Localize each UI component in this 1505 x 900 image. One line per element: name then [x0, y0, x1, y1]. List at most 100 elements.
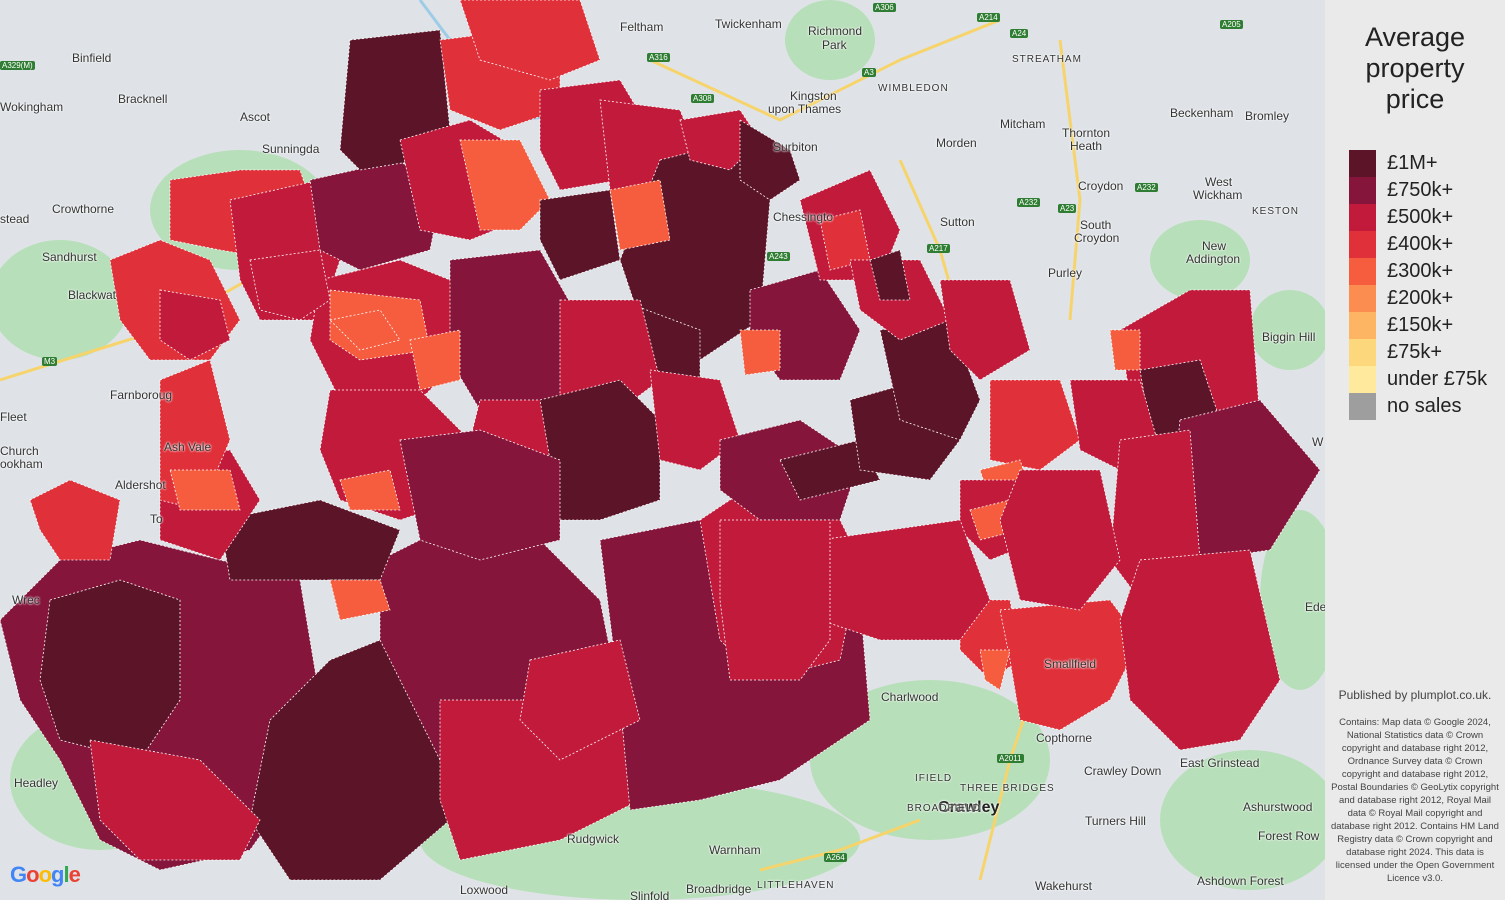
google-logo-letter: o: [26, 862, 39, 887]
legend-swatch: [1349, 204, 1376, 231]
place-wakehurst: Wakehurst: [1035, 879, 1092, 893]
place-blackwater: Blackwat: [68, 288, 117, 302]
region-west-edge: [29, 479, 121, 561]
place-west-wickham-2: Wickham: [1193, 188, 1243, 202]
google-logo-letter: g: [51, 862, 64, 887]
legend-label: £75k+: [1387, 341, 1443, 363]
region-claygate: [739, 119, 801, 201]
place-wrecclesham: Wrec: [12, 593, 40, 607]
region-leatherhead: [649, 369, 741, 471]
region-south-west-c: [89, 739, 261, 861]
legend-swatch: [1349, 285, 1376, 312]
place-rudgwick: Rudgwick: [567, 832, 620, 846]
place-ash-vale: Ash Vale: [164, 440, 212, 454]
place-bromley: Bromley: [1245, 109, 1290, 123]
map-svg: [0, 0, 1325, 900]
legend-swatch: [1349, 366, 1376, 393]
region-hersham: [609, 179, 671, 251]
road-a243: A243: [767, 252, 790, 261]
place-wimbledon: WIMBLEDON: [878, 83, 949, 94]
place-wokingham: Wokingham: [0, 100, 64, 114]
legend-item: £300k+: [1349, 258, 1487, 285]
google-logo-letter: o: [38, 862, 52, 887]
road-a264: A264: [824, 853, 847, 862]
place-warnham: Warnham: [709, 843, 761, 857]
place-ascot: Ascot: [240, 110, 271, 124]
region-tadworth-1m: [869, 249, 911, 301]
place-keston: KESTON: [1252, 206, 1299, 217]
place-streatham: STREATHAM: [1012, 54, 1082, 65]
legend-item: £150k+: [1349, 312, 1487, 339]
place-south-croydon: South: [1080, 218, 1112, 232]
region-bletchingley: [999, 469, 1121, 611]
region-coulsdon: [939, 279, 1031, 381]
place-twickenham: Twickenham: [715, 17, 782, 31]
region-horley-gap: [979, 649, 1011, 691]
legend-item: £1M+: [1349, 150, 1487, 177]
region-box-hill-1m: [779, 439, 881, 501]
place-sunningdale: Sunningda: [262, 142, 320, 156]
legend-swatch: [1349, 312, 1376, 339]
place-east-grinstead: East Grinstead: [1180, 756, 1260, 770]
postcode-regions: [0, 0, 1321, 881]
region-woking-east: [409, 329, 461, 391]
region-shere: [399, 429, 561, 561]
legend-label: £150k+: [1387, 314, 1454, 336]
place-aldershot: Aldershot: [115, 478, 166, 492]
place-loxwood: Loxwood: [460, 883, 509, 897]
place-three-bridges: THREE BRIDGES: [960, 783, 1055, 794]
place-sutton: Sutton: [940, 215, 975, 229]
place-headley: Headley: [14, 776, 59, 790]
place-crowthorne: Crowthorne: [52, 202, 115, 216]
road-a214: A214: [977, 13, 1000, 22]
region-ash-vale: [169, 469, 241, 511]
legend-label: under £75k: [1387, 368, 1488, 390]
region-lightwater: [249, 249, 331, 321]
place-new-addington-2: Addington: [1186, 252, 1241, 266]
place-edenbridge: Ede: [1305, 600, 1325, 614]
region-caterham: [989, 379, 1081, 471]
legend-swatch: [1349, 393, 1376, 420]
place-farnborough: Farnboroug: [110, 388, 173, 402]
place-west-wickham: West: [1205, 175, 1233, 189]
region-felbridge: [1119, 549, 1281, 751]
place-fleet: Fleet: [0, 410, 27, 424]
region-shalford: [329, 579, 391, 621]
published-credit: Published by plumplot.co.uk.: [1338, 688, 1492, 702]
place-ashurstwood: Ashurstwood: [1243, 800, 1313, 814]
legend-swatch: [1349, 177, 1376, 204]
region-capel: [719, 519, 831, 681]
region-ewhurst: [519, 639, 641, 761]
region-effingham-1m: [539, 379, 661, 521]
google-logo-letter: l: [63, 862, 69, 887]
legend-title-line: property: [1365, 53, 1465, 83]
place-feltham: Feltham: [620, 20, 664, 34]
road-a24: A24: [1010, 29, 1029, 38]
place-broadbridge: Broadbridge: [686, 882, 752, 896]
place-charlwood: Charlwood: [881, 690, 939, 704]
place-turners-hill: Turners Hill: [1085, 814, 1146, 828]
region-pyrford: [559, 299, 661, 411]
place-crawley: Crawley: [938, 799, 1000, 816]
attribution-text: Contains: Map data © Google 2024, Nation…: [1331, 717, 1499, 884]
road-a217: A217: [927, 244, 950, 253]
legend-item: £75k+: [1349, 339, 1487, 366]
place-ashdown-forest: Ashdown Forest: [1197, 874, 1284, 888]
place-croydon: Croydon: [1078, 179, 1124, 193]
legend-title-line: price: [1385, 84, 1445, 114]
legend-item: £200k+: [1349, 285, 1487, 312]
place-richmond-park: Richmond: [808, 24, 863, 38]
place-biggin-hill: Biggin Hill: [1262, 330, 1316, 344]
place-surbiton: Surbiton: [773, 140, 818, 154]
choropleth-map[interactable]: Binfield Wokingham Bracknell Ascot Sunni…: [0, 0, 1325, 900]
legend-label: no sales: [1387, 395, 1462, 417]
place-kingston: Kingston: [790, 89, 837, 103]
road-a232: A232: [1135, 183, 1158, 192]
place-chessington: Chessingto: [773, 210, 834, 224]
road-m3: M3: [42, 357, 58, 366]
region-south-centre-1m: [249, 639, 451, 881]
place-purley: Purley: [1048, 266, 1083, 280]
legend-title-line: Average: [1364, 22, 1466, 52]
region-knaphill-b: [329, 309, 401, 351]
region-south-nutfield: [819, 519, 991, 641]
